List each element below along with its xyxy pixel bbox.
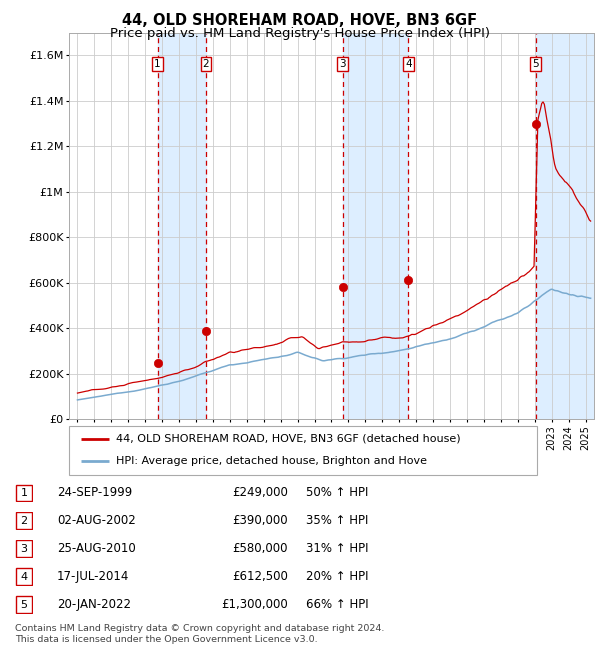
Text: 44, OLD SHOREHAM ROAD, HOVE, BN3 6GF: 44, OLD SHOREHAM ROAD, HOVE, BN3 6GF — [122, 13, 478, 28]
Text: 31% ↑ HPI: 31% ↑ HPI — [306, 542, 368, 555]
Text: 2: 2 — [203, 59, 209, 70]
Text: 4: 4 — [405, 59, 412, 70]
Text: 44, OLD SHOREHAM ROAD, HOVE, BN3 6GF (detached house): 44, OLD SHOREHAM ROAD, HOVE, BN3 6GF (de… — [116, 434, 460, 444]
FancyBboxPatch shape — [69, 426, 537, 474]
FancyBboxPatch shape — [16, 484, 32, 501]
Text: 5: 5 — [532, 59, 539, 70]
Text: £580,000: £580,000 — [233, 542, 288, 555]
Bar — [536, 32, 594, 419]
Text: £390,000: £390,000 — [232, 514, 288, 527]
Text: Price paid vs. HM Land Registry's House Price Index (HPI): Price paid vs. HM Land Registry's House … — [110, 27, 490, 40]
Text: Contains HM Land Registry data © Crown copyright and database right 2024.
This d: Contains HM Land Registry data © Crown c… — [15, 624, 385, 644]
Text: 17-JUL-2014: 17-JUL-2014 — [57, 570, 130, 583]
Text: 20-JAN-2022: 20-JAN-2022 — [57, 598, 131, 611]
Text: 1: 1 — [20, 488, 28, 498]
Text: 66% ↑ HPI: 66% ↑ HPI — [306, 598, 368, 611]
FancyBboxPatch shape — [16, 540, 32, 557]
Text: 20% ↑ HPI: 20% ↑ HPI — [306, 570, 368, 583]
Text: 3: 3 — [339, 59, 346, 70]
Text: 2: 2 — [20, 515, 28, 526]
Bar — [343, 32, 409, 419]
Text: £612,500: £612,500 — [232, 570, 288, 583]
Text: 02-AUG-2002: 02-AUG-2002 — [57, 514, 136, 527]
Text: £1,300,000: £1,300,000 — [221, 598, 288, 611]
Text: 5: 5 — [20, 599, 28, 610]
Text: 35% ↑ HPI: 35% ↑ HPI — [306, 514, 368, 527]
Text: HPI: Average price, detached house, Brighton and Hove: HPI: Average price, detached house, Brig… — [116, 456, 427, 466]
Bar — [158, 32, 206, 419]
Text: 4: 4 — [20, 571, 28, 582]
Text: 24-SEP-1999: 24-SEP-1999 — [57, 486, 132, 499]
Text: 50% ↑ HPI: 50% ↑ HPI — [306, 486, 368, 499]
Text: £249,000: £249,000 — [232, 486, 288, 499]
Text: 1: 1 — [154, 59, 161, 70]
Text: 25-AUG-2010: 25-AUG-2010 — [57, 542, 136, 555]
Text: 3: 3 — [20, 543, 28, 554]
FancyBboxPatch shape — [16, 568, 32, 585]
FancyBboxPatch shape — [16, 512, 32, 529]
FancyBboxPatch shape — [16, 596, 32, 613]
